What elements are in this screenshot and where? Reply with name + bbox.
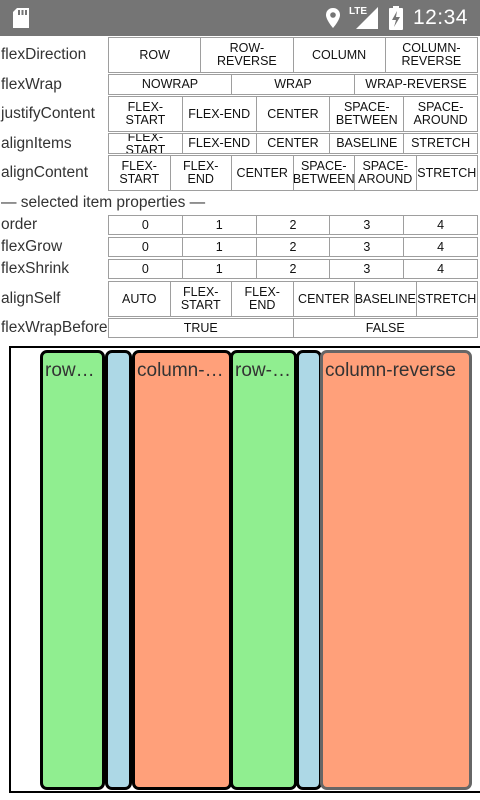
flex-item-1-label: row-reverse	[45, 360, 100, 381]
flex-item-6-selected[interactable]: column-reverse	[320, 350, 472, 790]
location-icon	[325, 7, 341, 29]
flex-item-2[interactable]	[105, 350, 132, 790]
order-2-button[interactable]: 2	[255, 215, 331, 235]
flex-grow-1-button[interactable]: 1	[181, 237, 257, 257]
justify-content-space-between-button[interactable]: SPACE-BETWEEN	[329, 96, 405, 132]
align-content-center-button[interactable]: CENTER	[231, 155, 294, 191]
flex-wrap-before-row: flexWrapBefore TRUE FALSE	[0, 318, 480, 338]
order-3-button[interactable]: 3	[329, 215, 405, 235]
align-items-stretch-button[interactable]: STRETCH	[403, 133, 478, 154]
battery-charging-icon	[388, 6, 403, 30]
flex-wrap-before-label: flexWrapBefore	[1, 319, 108, 336]
justify-content-label: justifyContent	[1, 105, 95, 122]
flex-item-4-label: row-reverse	[235, 360, 292, 381]
align-content-stretch-button[interactable]: STRETCH	[415, 155, 478, 191]
signal-icon: LTE	[348, 6, 379, 30]
flex-shrink-1-button[interactable]: 1	[181, 259, 257, 279]
order-label: order	[1, 216, 38, 233]
order-row: order 0 1 2 3 4	[0, 215, 480, 235]
justify-content-row: justifyContent FLEX-START FLEX-END CENTE…	[0, 96, 480, 132]
justify-content-space-around-button[interactable]: SPACE-AROUND	[403, 96, 478, 132]
align-content-flex-start-button[interactable]: FLEX-START	[108, 155, 171, 191]
justify-content-flex-end-button[interactable]: FLEX-END	[181, 96, 257, 132]
flex-shrink-label: flexShrink	[1, 260, 70, 277]
align-self-auto-button[interactable]: AUTO	[108, 281, 171, 317]
flex-item-4[interactable]: row-reverse	[230, 350, 297, 790]
flex-wrap-wrap-reverse-button[interactable]: WRAP-REVERSE	[354, 74, 478, 95]
flex-grow-4-button[interactable]: 4	[403, 237, 478, 257]
flex-item-3[interactable]: column-reverse	[132, 350, 232, 790]
flex-wrap-label: flexWrap	[1, 75, 62, 93]
justify-content-flex-start-button[interactable]: FLEX-START	[108, 96, 183, 132]
flex-grow-row: flexGrow 0 1 2 3 4	[0, 237, 480, 257]
flex-wrap-nowrap-button[interactable]: NOWRAP	[108, 74, 232, 95]
align-content-space-around-button[interactable]: SPACE-AROUND	[354, 155, 417, 191]
align-items-label: alignItems	[1, 134, 72, 152]
flex-direction-row: flexDirection ROW ROW-REVERSE COLUMN COL…	[0, 37, 480, 73]
flex-item-6-label: column-reverse	[325, 360, 456, 381]
sd-card-icon	[12, 7, 34, 29]
flex-item-3-label: column-reverse	[137, 360, 227, 381]
flex-direction-label: flexDirection	[1, 46, 87, 63]
justify-content-center-button[interactable]: CENTER	[255, 96, 331, 132]
order-4-button[interactable]: 4	[403, 215, 478, 235]
align-content-row: alignContent FLEX-START FLEX-END CENTER …	[0, 155, 480, 191]
align-items-center-button[interactable]: CENTER	[255, 133, 331, 154]
flex-direction-column-button[interactable]: COLUMN	[292, 37, 386, 73]
flex-grow-2-button[interactable]: 2	[255, 237, 331, 257]
flex-item-5[interactable]	[296, 350, 322, 790]
align-items-baseline-button[interactable]: BASELINE	[329, 133, 405, 154]
flex-wrap-wrap-button[interactable]: WRAP	[231, 74, 355, 95]
align-content-label: alignContent	[1, 164, 89, 181]
align-self-baseline-button[interactable]: BASELINE	[354, 281, 417, 317]
align-content-space-between-button[interactable]: SPACE-BETWEEN	[292, 155, 355, 191]
align-self-row: alignSelf AUTO FLEX-START FLEX-END CENTE…	[0, 281, 480, 317]
clock: 12:34	[412, 6, 468, 29]
flex-wrap-row: flexWrap NOWRAP WRAP WRAP-REVERSE	[0, 74, 480, 95]
selected-item-section-title: — selected item properties —	[1, 194, 206, 211]
flex-direction-column-reverse-button[interactable]: COLUMN-REVERSE	[384, 37, 478, 73]
flex-grow-label: flexGrow	[1, 238, 63, 255]
order-0-button[interactable]: 0	[108, 215, 183, 235]
flex-shrink-0-button[interactable]: 0	[108, 259, 183, 279]
flex-grow-0-button[interactable]: 0	[108, 237, 183, 257]
flex-direction-row-button[interactable]: ROW	[108, 37, 202, 73]
flex-wrap-before-false-button[interactable]: FALSE	[292, 318, 478, 338]
flex-item-1[interactable]: row-reverse	[40, 350, 105, 790]
align-items-flex-start-button[interactable]: FLEX-START	[108, 133, 183, 154]
align-items-row: alignItems FLEX-START FLEX-END CENTER BA…	[0, 133, 480, 154]
flex-shrink-row: flexShrink 0 1 2 3 4	[0, 259, 480, 279]
align-self-flex-start-button[interactable]: FLEX-START	[169, 281, 232, 317]
align-self-center-button[interactable]: CENTER	[292, 281, 355, 317]
flex-shrink-2-button[interactable]: 2	[255, 259, 331, 279]
align-items-flex-end-button[interactable]: FLEX-END	[181, 133, 257, 154]
flex-wrap-before-true-button[interactable]: TRUE	[108, 318, 294, 338]
status-bar: LTE 12:34	[0, 0, 480, 36]
align-self-flex-end-button[interactable]: FLEX-END	[231, 281, 294, 317]
align-self-stretch-button[interactable]: STRETCH	[415, 281, 478, 317]
flex-shrink-4-button[interactable]: 4	[403, 259, 478, 279]
align-content-flex-end-button[interactable]: FLEX-END	[169, 155, 232, 191]
flex-direction-row-reverse-button[interactable]: ROW-REVERSE	[200, 37, 294, 73]
network-type-label: LTE	[348, 6, 368, 17]
flex-grow-3-button[interactable]: 3	[329, 237, 405, 257]
flex-demo-container: row-reverse column-reverse row-reverse c…	[9, 346, 480, 793]
order-1-button[interactable]: 1	[181, 215, 257, 235]
flex-shrink-3-button[interactable]: 3	[329, 259, 405, 279]
align-self-label: alignSelf	[1, 290, 61, 307]
